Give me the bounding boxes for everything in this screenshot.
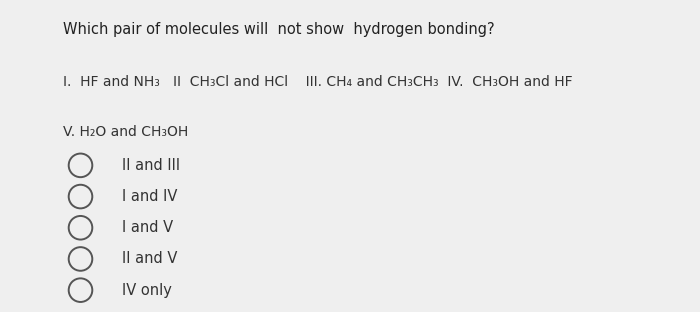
Text: IV only: IV only (122, 283, 172, 298)
Text: I and IV: I and IV (122, 189, 178, 204)
Text: II and V: II and V (122, 251, 178, 266)
Text: I.  HF and NH₃   II  CH₃Cl and HCl    III. CH₄ and CH₃CH₃  IV.  CH₃OH and HF: I. HF and NH₃ II CH₃Cl and HCl III. CH₄ … (63, 75, 573, 89)
Text: II and III: II and III (122, 158, 181, 173)
Text: I and V: I and V (122, 220, 174, 235)
Text: Which pair of molecules will  not show  hydrogen bonding?: Which pair of molecules will not show hy… (63, 22, 495, 37)
Text: V. H₂O and CH₃OH: V. H₂O and CH₃OH (63, 125, 188, 139)
